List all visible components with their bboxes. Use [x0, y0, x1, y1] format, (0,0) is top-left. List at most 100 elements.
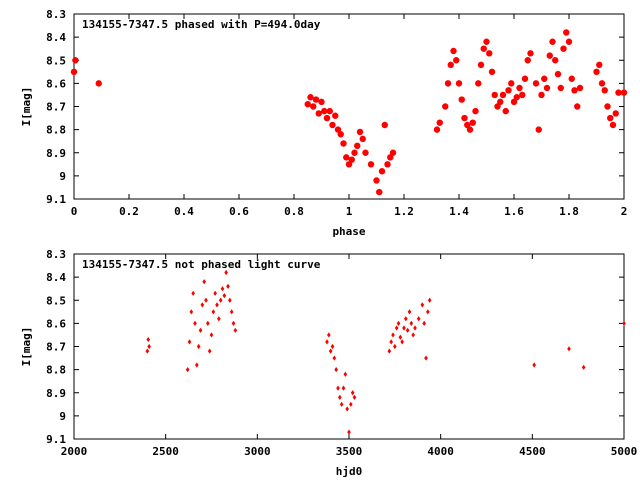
unphased-data-point — [213, 290, 217, 296]
phased-data-point — [461, 114, 468, 122]
unphased-x-tick-label: 2000 — [61, 445, 88, 458]
phased-data-point — [486, 50, 493, 57]
unphased-y-tick-label: 8.8 — [46, 364, 66, 377]
unphased-y-axis-label: I[mag] — [20, 327, 33, 367]
phased-data-point — [326, 107, 333, 115]
phased-data-point — [499, 91, 507, 99]
unphased-data-point — [567, 346, 571, 352]
phased-data-point — [483, 38, 490, 45]
phased-data-point — [620, 89, 628, 96]
unphased-data-point — [204, 297, 208, 303]
phased-data-point — [95, 80, 102, 87]
unphased-y-tick-label: 8.6 — [46, 317, 66, 330]
unphased-data-point — [328, 348, 333, 354]
unphased-data-point — [405, 327, 410, 333]
phased-y-tick-label: 8.3 — [46, 8, 66, 21]
phased-y-tick-label: 8.6 — [46, 77, 66, 90]
phased-data-point — [475, 80, 482, 87]
phased-data-point — [552, 57, 559, 64]
unphased-data-point — [416, 316, 421, 322]
unphased-data-point — [393, 343, 397, 350]
phased-y-tick-label: 8.5 — [46, 54, 66, 67]
phased-data-point — [354, 142, 361, 150]
phased-data-point — [472, 107, 479, 115]
phased-data-point — [343, 154, 350, 161]
unphased-panel: 2000 2500 3000 3500 4000 4500 5000 8.3 8.4 8.5 8.6… — [20, 248, 637, 478]
phased-data-point — [565, 38, 573, 45]
phased-data-point — [389, 149, 397, 156]
unphased-data-point — [226, 283, 230, 289]
phased-chart-title: 134155-7347.5 phased with P=494.0day — [82, 18, 321, 31]
phased-data-point — [323, 114, 331, 122]
phased-data-point — [541, 75, 548, 82]
phased-data-point — [480, 45, 487, 52]
unphased-data-point — [387, 348, 392, 354]
unphased-data-point — [426, 309, 430, 315]
unphased-data-point — [207, 348, 212, 354]
phased-y-tick-label: 8.9 — [46, 147, 66, 160]
phased-data-point — [609, 121, 617, 129]
phased-data-point — [571, 87, 578, 94]
phased-data-point — [72, 57, 79, 64]
unphased-data-point — [391, 332, 395, 338]
unphased-points — [145, 269, 626, 435]
unphased-data-point — [400, 339, 404, 345]
unphased-data-point — [146, 336, 151, 343]
unphased-data-point — [325, 339, 329, 345]
unphased-data-point — [338, 394, 342, 400]
phased-data-point — [455, 80, 463, 87]
phased-data-point — [318, 98, 325, 106]
phased-data-point — [458, 96, 465, 103]
unphased-data-point — [185, 367, 190, 373]
phased-y-tick-label: 8.8 — [46, 124, 66, 137]
phased-data-point — [447, 61, 454, 69]
unphased-data-point — [189, 309, 194, 315]
unphased-data-point — [198, 327, 203, 333]
unphased-y-tick-label: 8.7 — [46, 341, 66, 354]
unphased-data-point — [191, 290, 195, 296]
phased-data-point — [321, 107, 328, 115]
unphased-data-point — [402, 325, 406, 331]
phased-data-point — [345, 161, 353, 168]
phased-data-point — [510, 98, 518, 106]
unphased-ticks: 2000 2500 3000 3500 4000 4500 5000 8.3 8.4 8.5 8.6… — [46, 248, 637, 458]
unphased-data-point — [209, 332, 214, 338]
unphased-data-point — [228, 297, 232, 303]
phased-data-point — [307, 94, 314, 101]
phased-data-point — [444, 80, 452, 87]
phased-data-point — [494, 103, 501, 110]
phased-x-tick-label: 1.2 — [394, 205, 414, 218]
phased-x-tick-label: 1.6 — [504, 205, 524, 218]
phased-data-point — [488, 68, 496, 76]
unphased-data-point — [352, 394, 357, 400]
unphased-data-point — [398, 334, 403, 340]
phased-ticks: 0 0.2 0.4 0.6 0.8 1 1.2 1.4 1.6 1.8 2 8.3 8.4 8.5 8.6 8… — [46, 8, 627, 218]
unphased-data-point — [211, 309, 216, 315]
phased-data-point — [568, 75, 575, 82]
phased-x-tick-label: 1.4 — [449, 205, 469, 218]
unphased-data-point — [200, 302, 205, 308]
unphased-data-point — [345, 406, 349, 412]
unphased-data-point — [347, 429, 351, 435]
unphased-chart-title: 134155-7347.5 not phased light curve — [82, 258, 321, 271]
phased-x-tick-label: 1 — [346, 205, 353, 218]
phased-data-point — [497, 98, 504, 106]
phased-data-point — [521, 75, 529, 82]
unphased-data-point — [404, 316, 408, 322]
phased-data-point — [362, 149, 369, 156]
phased-data-point — [508, 80, 515, 87]
phased-y-tick-label: 9.1 — [46, 193, 66, 206]
unphased-data-point — [145, 348, 150, 354]
phased-data-point — [384, 161, 391, 168]
unphased-data-point — [422, 320, 426, 326]
phased-data-point — [527, 50, 534, 57]
unphased-data-point — [193, 320, 197, 326]
unphased-data-point — [394, 325, 399, 331]
phased-data-point — [378, 168, 386, 175]
unphased-x-tick-label: 2500 — [152, 445, 179, 458]
phased-data-point — [469, 119, 476, 126]
phased-data-point — [549, 38, 556, 45]
phased-data-point — [337, 131, 344, 138]
